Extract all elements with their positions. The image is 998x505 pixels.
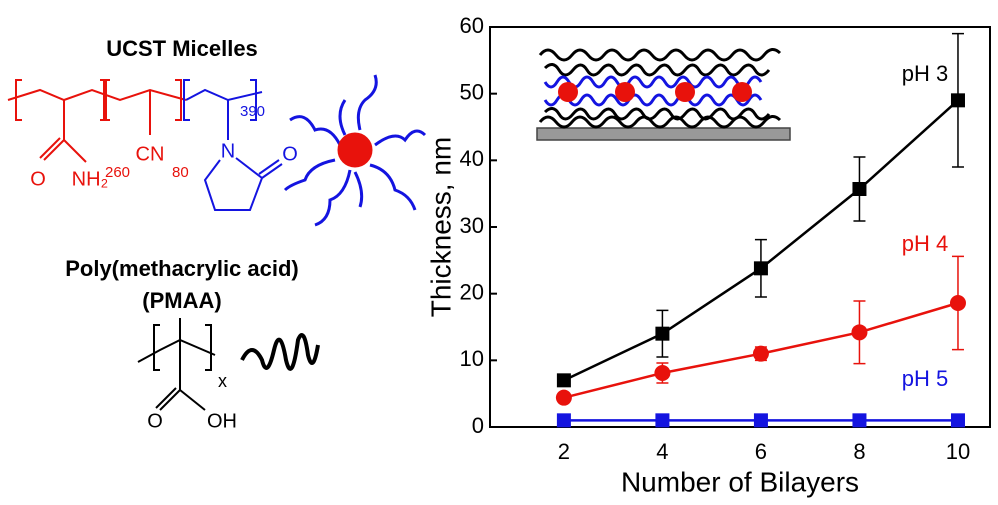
y-tick-label: 40 xyxy=(460,146,484,171)
marker xyxy=(950,413,965,428)
marker xyxy=(556,413,571,428)
pmaa-structure xyxy=(137,318,216,411)
x-axis-title: Number of Bilayers xyxy=(621,466,859,497)
x-tick-label: 6 xyxy=(755,439,767,464)
y-tick-label: 0 xyxy=(472,413,484,438)
o-amide: O xyxy=(30,168,46,190)
pmaa-abbr: (PMAA) xyxy=(142,288,221,313)
n-80: 80 xyxy=(172,164,189,181)
marker xyxy=(555,389,572,406)
marker xyxy=(852,182,867,196)
n-atom: N xyxy=(221,140,235,162)
n-390: 390 xyxy=(240,103,265,120)
marker xyxy=(753,413,768,428)
o-acid: O xyxy=(147,410,163,432)
o-ring: O xyxy=(282,143,298,165)
y-tick-label: 60 xyxy=(460,13,484,38)
series-label: pH 3 xyxy=(902,61,948,86)
marker xyxy=(851,324,868,341)
pmaa-title: Poly(methacrylic acid) xyxy=(65,256,299,281)
inset xyxy=(536,48,791,141)
marker xyxy=(753,261,768,276)
ucst-red-block xyxy=(7,79,187,163)
micelle-icon xyxy=(283,74,427,227)
y-tick-label: 20 xyxy=(460,279,484,304)
marker xyxy=(655,413,670,428)
y-tick-label: 10 xyxy=(460,346,484,371)
x-sub: x xyxy=(218,371,227,391)
n-260: 260 xyxy=(105,164,130,181)
marker xyxy=(950,93,965,108)
x-tick-label: 10 xyxy=(946,439,970,464)
marker xyxy=(752,345,769,362)
y-axis-title: Thickness, nm xyxy=(425,137,456,318)
series-label: pH 5 xyxy=(902,366,948,391)
marker xyxy=(654,365,671,381)
x-tick-label: 8 xyxy=(853,439,865,464)
marker xyxy=(949,295,966,311)
x-tick-label: 2 xyxy=(558,439,570,464)
nh2: NH₂ xyxy=(72,168,109,190)
chart: 0 10 20 30 40 50 60 2 4 6 8 10 Number of Bilayers Thi… xyxy=(425,13,991,497)
y-tick-label: 30 xyxy=(460,213,484,238)
marker xyxy=(655,326,670,341)
ucst-title: UCST Micelles xyxy=(106,36,258,61)
structures: UCST Micelles 260 80 CN O NH₂ 390 N O Po… xyxy=(7,36,427,432)
x-tick-label: 4 xyxy=(656,439,668,464)
pmaa-icon xyxy=(240,333,320,371)
series-label: pH 4 xyxy=(902,231,948,256)
marker xyxy=(556,373,571,388)
oh: OH xyxy=(207,410,237,432)
y-tick-label: 50 xyxy=(460,79,484,104)
marker xyxy=(852,413,867,428)
ucst-blue-block xyxy=(183,79,283,211)
cn: CN xyxy=(136,143,165,165)
